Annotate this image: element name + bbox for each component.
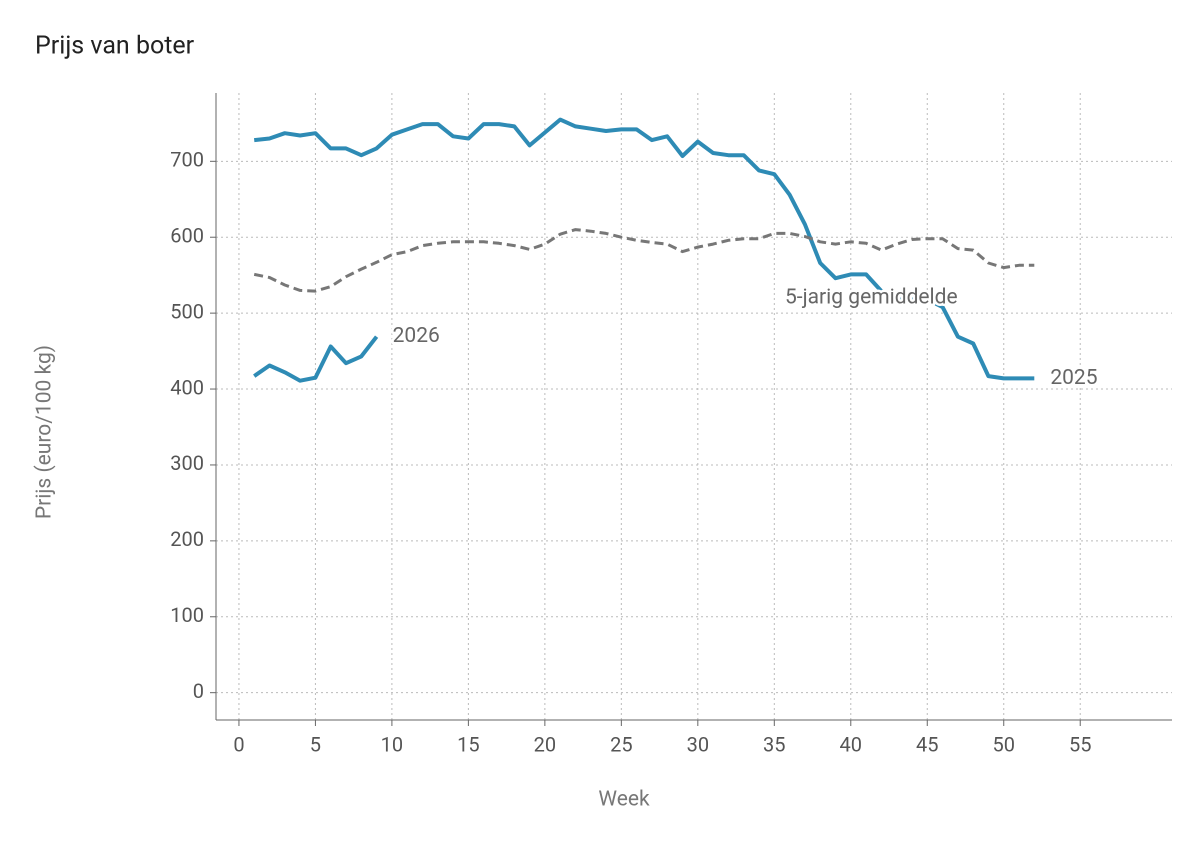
series-line <box>253 335 379 383</box>
x-tick-label: 15 <box>457 732 479 756</box>
y-tick-label: 0 <box>193 679 204 703</box>
y-tick-label: 200 <box>170 527 204 551</box>
y-tick-label: 300 <box>170 451 204 475</box>
x-tick-label: 55 <box>1069 732 1091 756</box>
y-tick-label: 700 <box>170 148 204 172</box>
x-tick-label: 30 <box>687 732 709 756</box>
y-tick-label: 400 <box>170 375 204 399</box>
x-tick-label: 45 <box>916 732 938 756</box>
x-tick-label: 40 <box>840 732 862 756</box>
grid <box>210 93 1172 726</box>
y-tick-label: 500 <box>170 299 204 323</box>
x-tick-label: 50 <box>993 732 1015 756</box>
lines <box>253 117 1035 383</box>
x-axis-label: Week <box>598 788 650 812</box>
x-tick-label: 35 <box>763 732 785 756</box>
x-tick-label: 10 <box>381 732 403 756</box>
x-tick-label: 0 <box>233 732 244 756</box>
series-label: 5-jarig gemiddelde <box>785 286 958 310</box>
x-tick-label: 5 <box>310 732 321 756</box>
series-line <box>253 117 1035 381</box>
y-tick-label: 100 <box>170 603 204 627</box>
x-tick-label: 25 <box>610 732 632 756</box>
series-line <box>253 228 1035 293</box>
series-label: 2026 <box>393 324 440 348</box>
x-tick-label: 20 <box>534 732 556 756</box>
y-axis-label: Prijs (euro/100 kg) <box>33 345 57 519</box>
y-tick-label: 600 <box>170 224 204 248</box>
series-label: 2025 <box>1050 366 1097 390</box>
chart-title: Prijs van boter <box>35 32 195 61</box>
